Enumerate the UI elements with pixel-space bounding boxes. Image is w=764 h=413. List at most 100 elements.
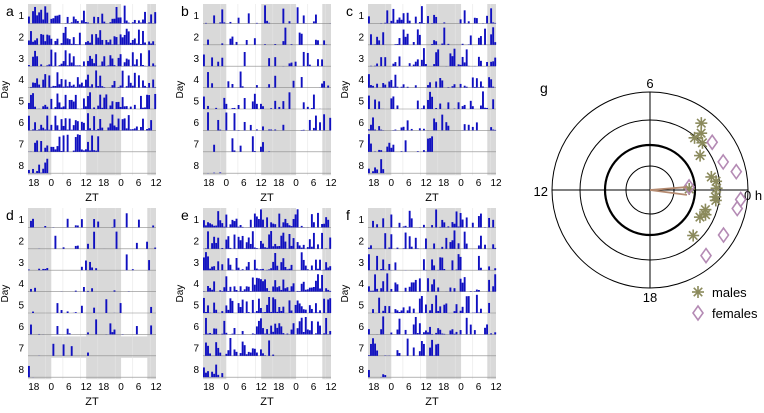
activity-bar bbox=[404, 287, 407, 292]
activity-bar bbox=[453, 223, 456, 228]
male-asterisk-stroke bbox=[696, 118, 707, 128]
activity-bar bbox=[278, 213, 281, 228]
activity-bar bbox=[87, 332, 89, 335]
activity-bar bbox=[317, 59, 319, 67]
activity-bar bbox=[154, 247, 157, 249]
x-tick-label: 0 bbox=[458, 178, 464, 189]
activity-bar bbox=[284, 241, 287, 249]
activity-bar bbox=[292, 238, 295, 249]
activity-bar bbox=[229, 21, 232, 24]
day-tick-label: 3 bbox=[18, 258, 24, 269]
male-asterisk-stroke bbox=[696, 128, 706, 139]
activity-bar bbox=[418, 128, 421, 131]
activity-bar bbox=[229, 286, 232, 292]
x-tick-label: 0 bbox=[118, 382, 124, 393]
activity-bar bbox=[480, 105, 482, 109]
activity-bar bbox=[398, 318, 401, 335]
x-tick-label: 6 bbox=[476, 178, 482, 189]
activity-bar bbox=[237, 303, 240, 313]
activity-bar bbox=[142, 80, 144, 88]
activity-bar bbox=[390, 288, 393, 292]
activity-bar bbox=[300, 306, 303, 313]
activity-bar bbox=[422, 343, 425, 356]
activity-bar bbox=[425, 304, 427, 313]
activity-bar bbox=[435, 209, 438, 228]
activity-bar bbox=[272, 223, 275, 228]
activity-bar bbox=[394, 22, 397, 24]
activity-bar bbox=[142, 65, 144, 67]
male-point bbox=[688, 131, 701, 144]
activity-bar bbox=[282, 258, 285, 271]
activity-bar bbox=[93, 150, 96, 152]
activity-bar bbox=[74, 86, 77, 88]
activity-bar bbox=[50, 38, 53, 45]
activity-bar bbox=[484, 327, 486, 335]
activity-bar bbox=[370, 85, 372, 88]
activity-bar bbox=[398, 222, 401, 228]
panel-letter-f: f bbox=[346, 207, 350, 223]
activity-bar bbox=[119, 34, 122, 45]
activity-bar bbox=[492, 61, 495, 67]
activity-bar bbox=[54, 86, 57, 88]
activity-bar bbox=[74, 94, 77, 109]
activity-bar bbox=[66, 16, 69, 24]
activity-bar bbox=[74, 19, 77, 24]
activity-bar bbox=[217, 237, 220, 249]
activity-bar bbox=[384, 305, 387, 313]
activity-bar bbox=[402, 307, 405, 313]
activity-bar bbox=[268, 333, 271, 335]
activity-bar bbox=[480, 308, 482, 313]
activity-bar bbox=[270, 222, 273, 228]
activity-bar bbox=[44, 162, 47, 174]
activity-bar bbox=[416, 333, 419, 335]
activity-bar bbox=[42, 127, 45, 131]
day-tick-label: 8 bbox=[18, 161, 24, 172]
activity-bar bbox=[266, 247, 269, 249]
activity-bar bbox=[251, 101, 254, 109]
day-tick-label: 1 bbox=[358, 215, 364, 226]
activity-bar bbox=[300, 225, 303, 228]
activity-bar bbox=[482, 86, 484, 88]
activity-bar bbox=[429, 138, 431, 152]
activity-bar bbox=[312, 222, 315, 228]
activity-bar bbox=[129, 42, 132, 45]
day-tick-label: 4 bbox=[193, 75, 199, 86]
activity-bar bbox=[422, 332, 425, 335]
activity-bar bbox=[111, 332, 114, 335]
activity-bar bbox=[323, 81, 326, 88]
activity-bar bbox=[233, 286, 236, 292]
activity-bar bbox=[44, 147, 47, 152]
activity-bar bbox=[129, 82, 132, 88]
activity-bar bbox=[36, 15, 39, 24]
activity-bar bbox=[270, 231, 273, 249]
activity-bar bbox=[76, 121, 79, 131]
day-tick-label: 6 bbox=[18, 322, 24, 333]
activity-bar bbox=[119, 85, 122, 88]
activity-bar bbox=[66, 218, 69, 228]
activity-bar bbox=[262, 268, 264, 271]
activity-bar bbox=[465, 86, 468, 88]
female-point bbox=[717, 153, 730, 171]
activity-bar bbox=[396, 19, 399, 24]
activity-bar bbox=[443, 22, 446, 24]
activity-bar bbox=[76, 225, 79, 228]
activity-bar bbox=[380, 150, 383, 152]
activity-bar bbox=[471, 106, 474, 109]
activity-bar bbox=[233, 150, 236, 152]
activity-bar bbox=[455, 331, 458, 335]
activity-bar bbox=[56, 125, 59, 131]
activity-bar bbox=[378, 40, 381, 45]
activity-bar bbox=[68, 118, 71, 131]
activity-bar bbox=[103, 21, 106, 24]
constant-dark-shade bbox=[28, 336, 156, 358]
activity-bar bbox=[402, 126, 405, 131]
activity-bar bbox=[382, 83, 385, 88]
activity-bar bbox=[317, 274, 319, 292]
activity-bar bbox=[60, 107, 63, 109]
activity-bar bbox=[109, 323, 112, 335]
activity-bar bbox=[317, 244, 319, 249]
male-point bbox=[709, 194, 722, 207]
activity-bar bbox=[402, 84, 405, 88]
activity-bar bbox=[251, 231, 254, 249]
activity-bar bbox=[321, 59, 323, 67]
